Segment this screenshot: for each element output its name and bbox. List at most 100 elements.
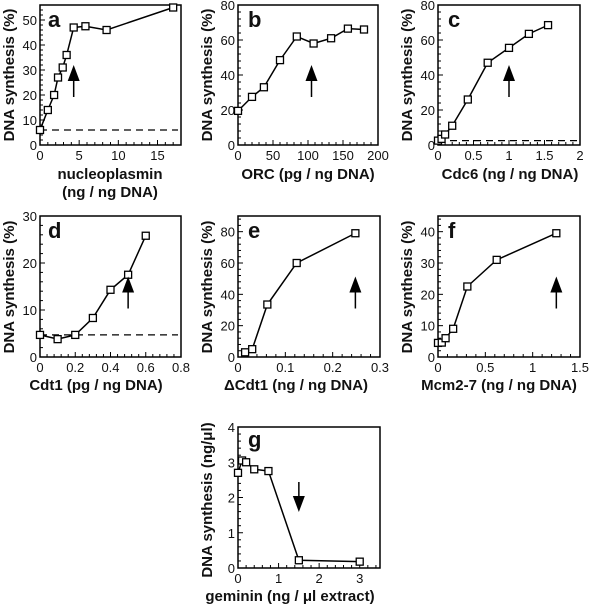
panel-g-xlabel: geminin (ng / μl extract) [205, 588, 374, 605]
panel-e-series-line [244, 232, 356, 353]
panel-f-x-tick-label: 1.5 [571, 360, 589, 375]
panel-b-data-point [343, 24, 353, 33]
panel-f-frame [437, 215, 581, 358]
panel-d-x-tick-label: 0.4 [101, 360, 119, 375]
panel-b-x-tick-label: 150 [332, 148, 354, 163]
panel-b-series-line [237, 27, 365, 112]
panel-g-data-point [241, 458, 251, 467]
panel-c-ylabel: DNA synthesis (%) [399, 9, 416, 142]
panel-e-y-tick-label: 0 [228, 350, 235, 365]
panel-b-y-tick-label: 60 [221, 33, 235, 48]
panel-c-x-tick-label: 1 [505, 148, 512, 163]
panel-f-xlabel: Mcm2-7 (ng / ng DNA) [421, 377, 577, 394]
panel-a-data-point [69, 23, 78, 32]
panel-g-data-point [294, 556, 304, 565]
panel-a-data-point [58, 63, 67, 72]
panel-c-x-tick-label: 2 [576, 148, 583, 163]
panel-e-y-tick-label: 60 [221, 256, 235, 271]
panel-b-data-point [247, 92, 257, 102]
panel-c-x-tick-label: 0 [434, 148, 441, 163]
panel-a-x-tick-label: 10 [111, 148, 125, 163]
panel-d-x-tick-label: 0.2 [66, 360, 84, 375]
panel-b-data-point [233, 106, 243, 116]
panel-c-data-point [504, 43, 514, 53]
panel-f-letter: f [448, 218, 456, 243]
panel-e-xlabel: ΔCdt1 (ng / ng DNA) [224, 377, 368, 394]
panel-e-x-tick-label: 0 [234, 360, 241, 375]
panel-f-data-point [552, 229, 561, 238]
panel-c-y-tick-label: 80 [421, 0, 435, 13]
panel-e-x-tick-label: 0.2 [324, 360, 342, 375]
panel-f-ylabel: DNA synthesis (%) [399, 221, 416, 354]
panel-b-x-tick-label: 100 [297, 148, 319, 163]
panel-g-x-tick-label: 1 [275, 571, 282, 586]
panel-b-x-tick-label: 0 [234, 148, 241, 163]
panel-f-y-tick-label: 40 [421, 225, 435, 240]
panel-a-series-line [39, 6, 174, 131]
panel-e-y-tick-label: 20 [221, 319, 235, 334]
panel-b-y-tick-label: 0 [228, 138, 235, 153]
panel-d-data-point [88, 313, 98, 323]
panel-d-data-point [106, 285, 115, 294]
panel-e-data-point [351, 229, 360, 238]
panel-b-data-point [326, 34, 336, 43]
panel-d-y-tick-label: 30 [23, 209, 37, 224]
panel-f-y-tick-label: 30 [421, 256, 435, 271]
panel-f: 0 0.5 1 1.5 0 10 20 30 40 [421, 215, 589, 375]
panel-a-y-tick-label: 40 [23, 38, 37, 53]
panel-e-data-point [240, 348, 250, 357]
panel-c-data-point [543, 20, 553, 30]
panel-f-data-point [448, 324, 458, 333]
panel-e-letter: e [248, 218, 260, 243]
panel-f-arrow-up-icon [550, 276, 563, 309]
panel-b-arrow-up-icon [305, 65, 318, 97]
panel-g-y-tick-label: 2 [228, 491, 235, 506]
panel-g-y-tick-label: 1 [228, 526, 235, 541]
panel-b-x-tick-label: 50 [266, 148, 280, 163]
panel-b-letter: b [248, 7, 261, 32]
panel-b-y-tick-label: 80 [221, 0, 235, 13]
panel-g-arrow-down-icon [292, 482, 305, 512]
panel-g: 0 1 2 3 0 1 2 3 4 [228, 420, 381, 586]
panel-a-data-point [49, 90, 59, 100]
panel-e-x-tick-label: 0.3 [371, 360, 389, 375]
panel-c-data-point [524, 29, 534, 39]
panel-a: 0 5 10 15 0 10 20 30 40 50 [23, 3, 182, 163]
panel-f-data-point [492, 255, 501, 265]
panel-a-ylabel: DNA synthesis (%) [1, 9, 18, 142]
panel-b-data-point [292, 32, 301, 41]
panel-d-y-tick-label: 0 [30, 350, 37, 365]
panel-g-ylabel: DNA synthesis (ng/μl) [199, 422, 216, 577]
panel-c-y-tick-label: 20 [421, 103, 435, 118]
panel-d-x-tick-label: 0.6 [137, 360, 155, 375]
panel-d-arrow-up-icon [122, 276, 135, 309]
panel-a-arrow-up-icon [67, 65, 80, 97]
panel-c-y-tick-label: 40 [421, 68, 435, 83]
panel-g-data-point [355, 557, 364, 566]
panel-d-x-tick-label: 0 [36, 360, 43, 375]
panel-a-letter: a [48, 7, 61, 32]
panel-c-data-point [463, 95, 472, 104]
panel-e-x-tick-label: 0.1 [276, 360, 294, 375]
panel-g-data-point [233, 468, 243, 477]
panel-c-data-point [440, 130, 450, 139]
panel-d-x-tick-label: 0.8 [172, 360, 190, 375]
panel-g-x-tick-label: 3 [356, 571, 363, 586]
panel-c-y-tick-label: 60 [421, 33, 435, 48]
panel-c-x-tick-label: 1.5 [535, 148, 553, 163]
panel-a-data-point [169, 3, 178, 12]
panel-g-x-tick-label: 2 [316, 571, 323, 586]
panel-e: 0 0.1 0.2 0.3 0 20 40 60 80 [221, 215, 389, 375]
panel-g-letter: g [248, 427, 261, 452]
panel-a-data-point [81, 22, 90, 31]
panel-a-y-tick-label: 50 [23, 13, 37, 28]
panel-a-x-tick-label: 15 [150, 148, 164, 163]
panel-d-data-point [35, 330, 45, 340]
panel-d-y-tick-label: 10 [23, 303, 37, 318]
panel-d: 0 0.2 0.4 0.6 0.8 0 10 20 30 [23, 209, 191, 375]
panel-c-data-point [448, 121, 457, 130]
panel-a-data-point [102, 25, 111, 35]
panel-b-y-tick-label: 20 [221, 103, 235, 118]
